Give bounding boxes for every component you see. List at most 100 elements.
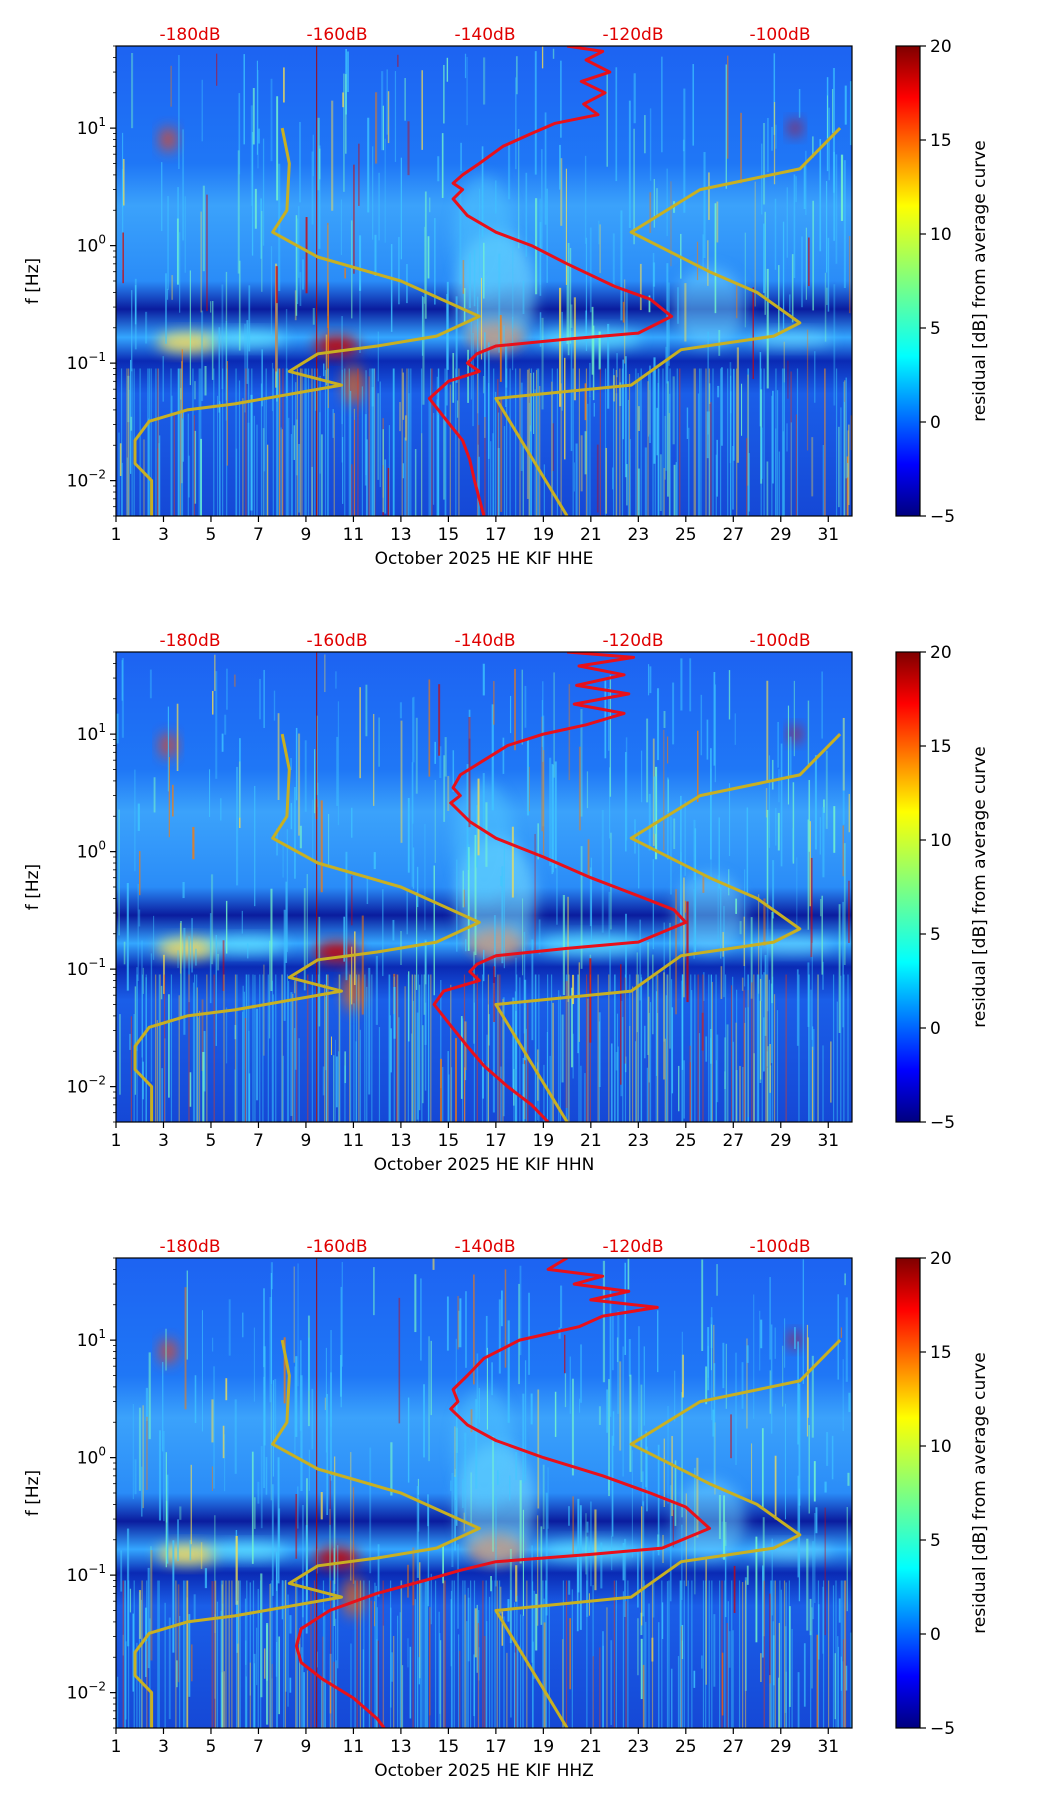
db-scale-label: -180dB xyxy=(159,631,220,651)
x-tick-label: 31 xyxy=(817,1131,839,1151)
y-tick-exponent: −2 xyxy=(88,468,106,482)
colorbar-gradient xyxy=(895,651,921,1123)
x-tick-label: 31 xyxy=(817,1737,839,1757)
x-tick-label: 13 xyxy=(390,1737,412,1757)
x-tick-label: 25 xyxy=(675,525,697,545)
db-scale-label: -100dB xyxy=(749,1237,810,1257)
db-scale-label: -140dB xyxy=(454,631,515,651)
colorbar-tick-label: 15 xyxy=(930,1343,952,1363)
colorbar-tick-label: −5 xyxy=(930,1719,955,1739)
colorbar-label: residual [dB] from average curve xyxy=(970,746,990,1027)
x-tick-label: 21 xyxy=(580,525,602,545)
x-tick-label: 3 xyxy=(158,1737,169,1757)
average-noise-curve xyxy=(294,1258,711,1728)
average-noise-curve xyxy=(427,46,674,516)
colorbar-tick-label: 10 xyxy=(930,1437,952,1457)
x-tick-label: 29 xyxy=(770,525,792,545)
colorbar-label: residual [dB] from average curve xyxy=(970,140,990,421)
y-tick-exponent: −1 xyxy=(88,1562,106,1576)
x-tick-label: 1 xyxy=(111,1737,122,1757)
y-tick-exponent: −2 xyxy=(88,1074,106,1088)
x-tick-label: 9 xyxy=(301,1131,312,1151)
db-scale-label: -160dB xyxy=(306,631,367,651)
y-tick-exponent: 0 xyxy=(98,1445,106,1459)
db-scale-label: -160dB xyxy=(306,1237,367,1257)
db-scale-label: -180dB xyxy=(159,25,220,45)
colorbar-tick-label: 20 xyxy=(930,1249,952,1269)
x-tick-label: 13 xyxy=(390,1131,412,1151)
high-noise-model-curve xyxy=(494,1339,842,1728)
x-tick-label: 25 xyxy=(675,1737,697,1757)
x-tick-label: 5 xyxy=(206,525,217,545)
colorbar: 20 15 10 5 0 −5 residual [dB] from average cur… xyxy=(895,1249,990,1739)
x-axis-label: October 2025 HE KIF HHZ xyxy=(374,1761,594,1781)
y-tick-exponent: 1 xyxy=(98,721,106,735)
y-tick-label: 100 xyxy=(77,1445,106,1469)
x-tick-label: 19 xyxy=(533,1131,555,1151)
x-tick-label: 23 xyxy=(628,1737,650,1757)
spectrogram-heatmap xyxy=(116,46,852,516)
y-tick-base: 10 xyxy=(77,119,99,139)
y-tick-exponent: 0 xyxy=(98,839,106,853)
x-tick-label: 29 xyxy=(770,1131,792,1151)
x-tick-label: 1 xyxy=(111,525,122,545)
x-tick-label: 11 xyxy=(343,1131,365,1151)
x-tick-label: 19 xyxy=(533,1737,555,1757)
x-tick-label: 23 xyxy=(628,1131,650,1151)
x-tick-label: 25 xyxy=(675,1131,697,1151)
x-tick-label: 13 xyxy=(390,525,412,545)
colorbar-label: residual [dB] from average curve xyxy=(970,1352,990,1633)
y-tick-label: 100 xyxy=(77,233,106,257)
x-tick-label: 9 xyxy=(301,525,312,545)
y-tick-label: 10−1 xyxy=(67,1562,106,1586)
average-noise-curve xyxy=(432,652,688,1122)
colorbar-tick-label: 10 xyxy=(930,831,952,851)
db-scale-label: -180dB xyxy=(159,1237,220,1257)
colorbar-tick-label: 0 xyxy=(930,1019,941,1039)
x-tick-label: 27 xyxy=(722,1131,744,1151)
y-tick-label: 10−2 xyxy=(67,1074,106,1098)
y-tick-base: 10 xyxy=(67,1566,89,1586)
x-tick-label: 11 xyxy=(343,1737,365,1757)
y-axis-label: f [Hz] xyxy=(23,258,43,304)
x-tick-label: 17 xyxy=(485,525,507,545)
y-tick-base: 10 xyxy=(77,1331,99,1351)
y-tick-exponent: −1 xyxy=(88,350,106,364)
y-tick-exponent: 0 xyxy=(98,233,106,247)
db-scale-label: -160dB xyxy=(306,25,367,45)
y-tick-exponent: 1 xyxy=(98,115,106,129)
colorbar-tick-label: 5 xyxy=(930,925,941,945)
colorbar-tick-label: 15 xyxy=(930,131,952,151)
y-axis-label: f [Hz] xyxy=(23,1470,43,1516)
x-axis-label: October 2025 HE KIF HHE xyxy=(375,549,594,569)
x-tick-label: 15 xyxy=(438,1131,460,1151)
y-tick-label: 101 xyxy=(77,721,106,745)
x-tick-label: 7 xyxy=(253,525,264,545)
x-tick-label: 1 xyxy=(111,1131,122,1151)
y-tick-label: 101 xyxy=(77,1327,106,1351)
x-tick-label: 11 xyxy=(343,525,365,545)
y-tick-base: 10 xyxy=(67,960,89,980)
x-tick-label: 7 xyxy=(253,1131,264,1151)
x-tick-label: 7 xyxy=(253,1737,264,1757)
colorbar: 20 15 10 5 0 −5 residual [dB] from average cur… xyxy=(895,643,990,1133)
db-scale-label: -100dB xyxy=(749,631,810,651)
colorbar-tick-label: 5 xyxy=(930,1531,941,1551)
y-tick-base: 10 xyxy=(77,237,99,257)
y-tick-base: 10 xyxy=(77,725,99,745)
colorbar: 20 15 10 5 0 −5 residual [dB] from average cur… xyxy=(895,37,990,527)
db-scale-label: -120dB xyxy=(602,631,663,651)
colorbar-tick-label: −5 xyxy=(930,507,955,527)
colorbar-tick-label: −5 xyxy=(930,1113,955,1133)
db-scale-label: -140dB xyxy=(454,25,515,45)
x-tick-label: 27 xyxy=(722,525,744,545)
x-tick-label: 15 xyxy=(438,1737,460,1757)
db-scale-label: -120dB xyxy=(602,1237,663,1257)
x-tick-label: 31 xyxy=(817,525,839,545)
x-tick-label: 23 xyxy=(628,525,650,545)
x-axis-label: October 2025 HE KIF HHN xyxy=(374,1155,595,1175)
